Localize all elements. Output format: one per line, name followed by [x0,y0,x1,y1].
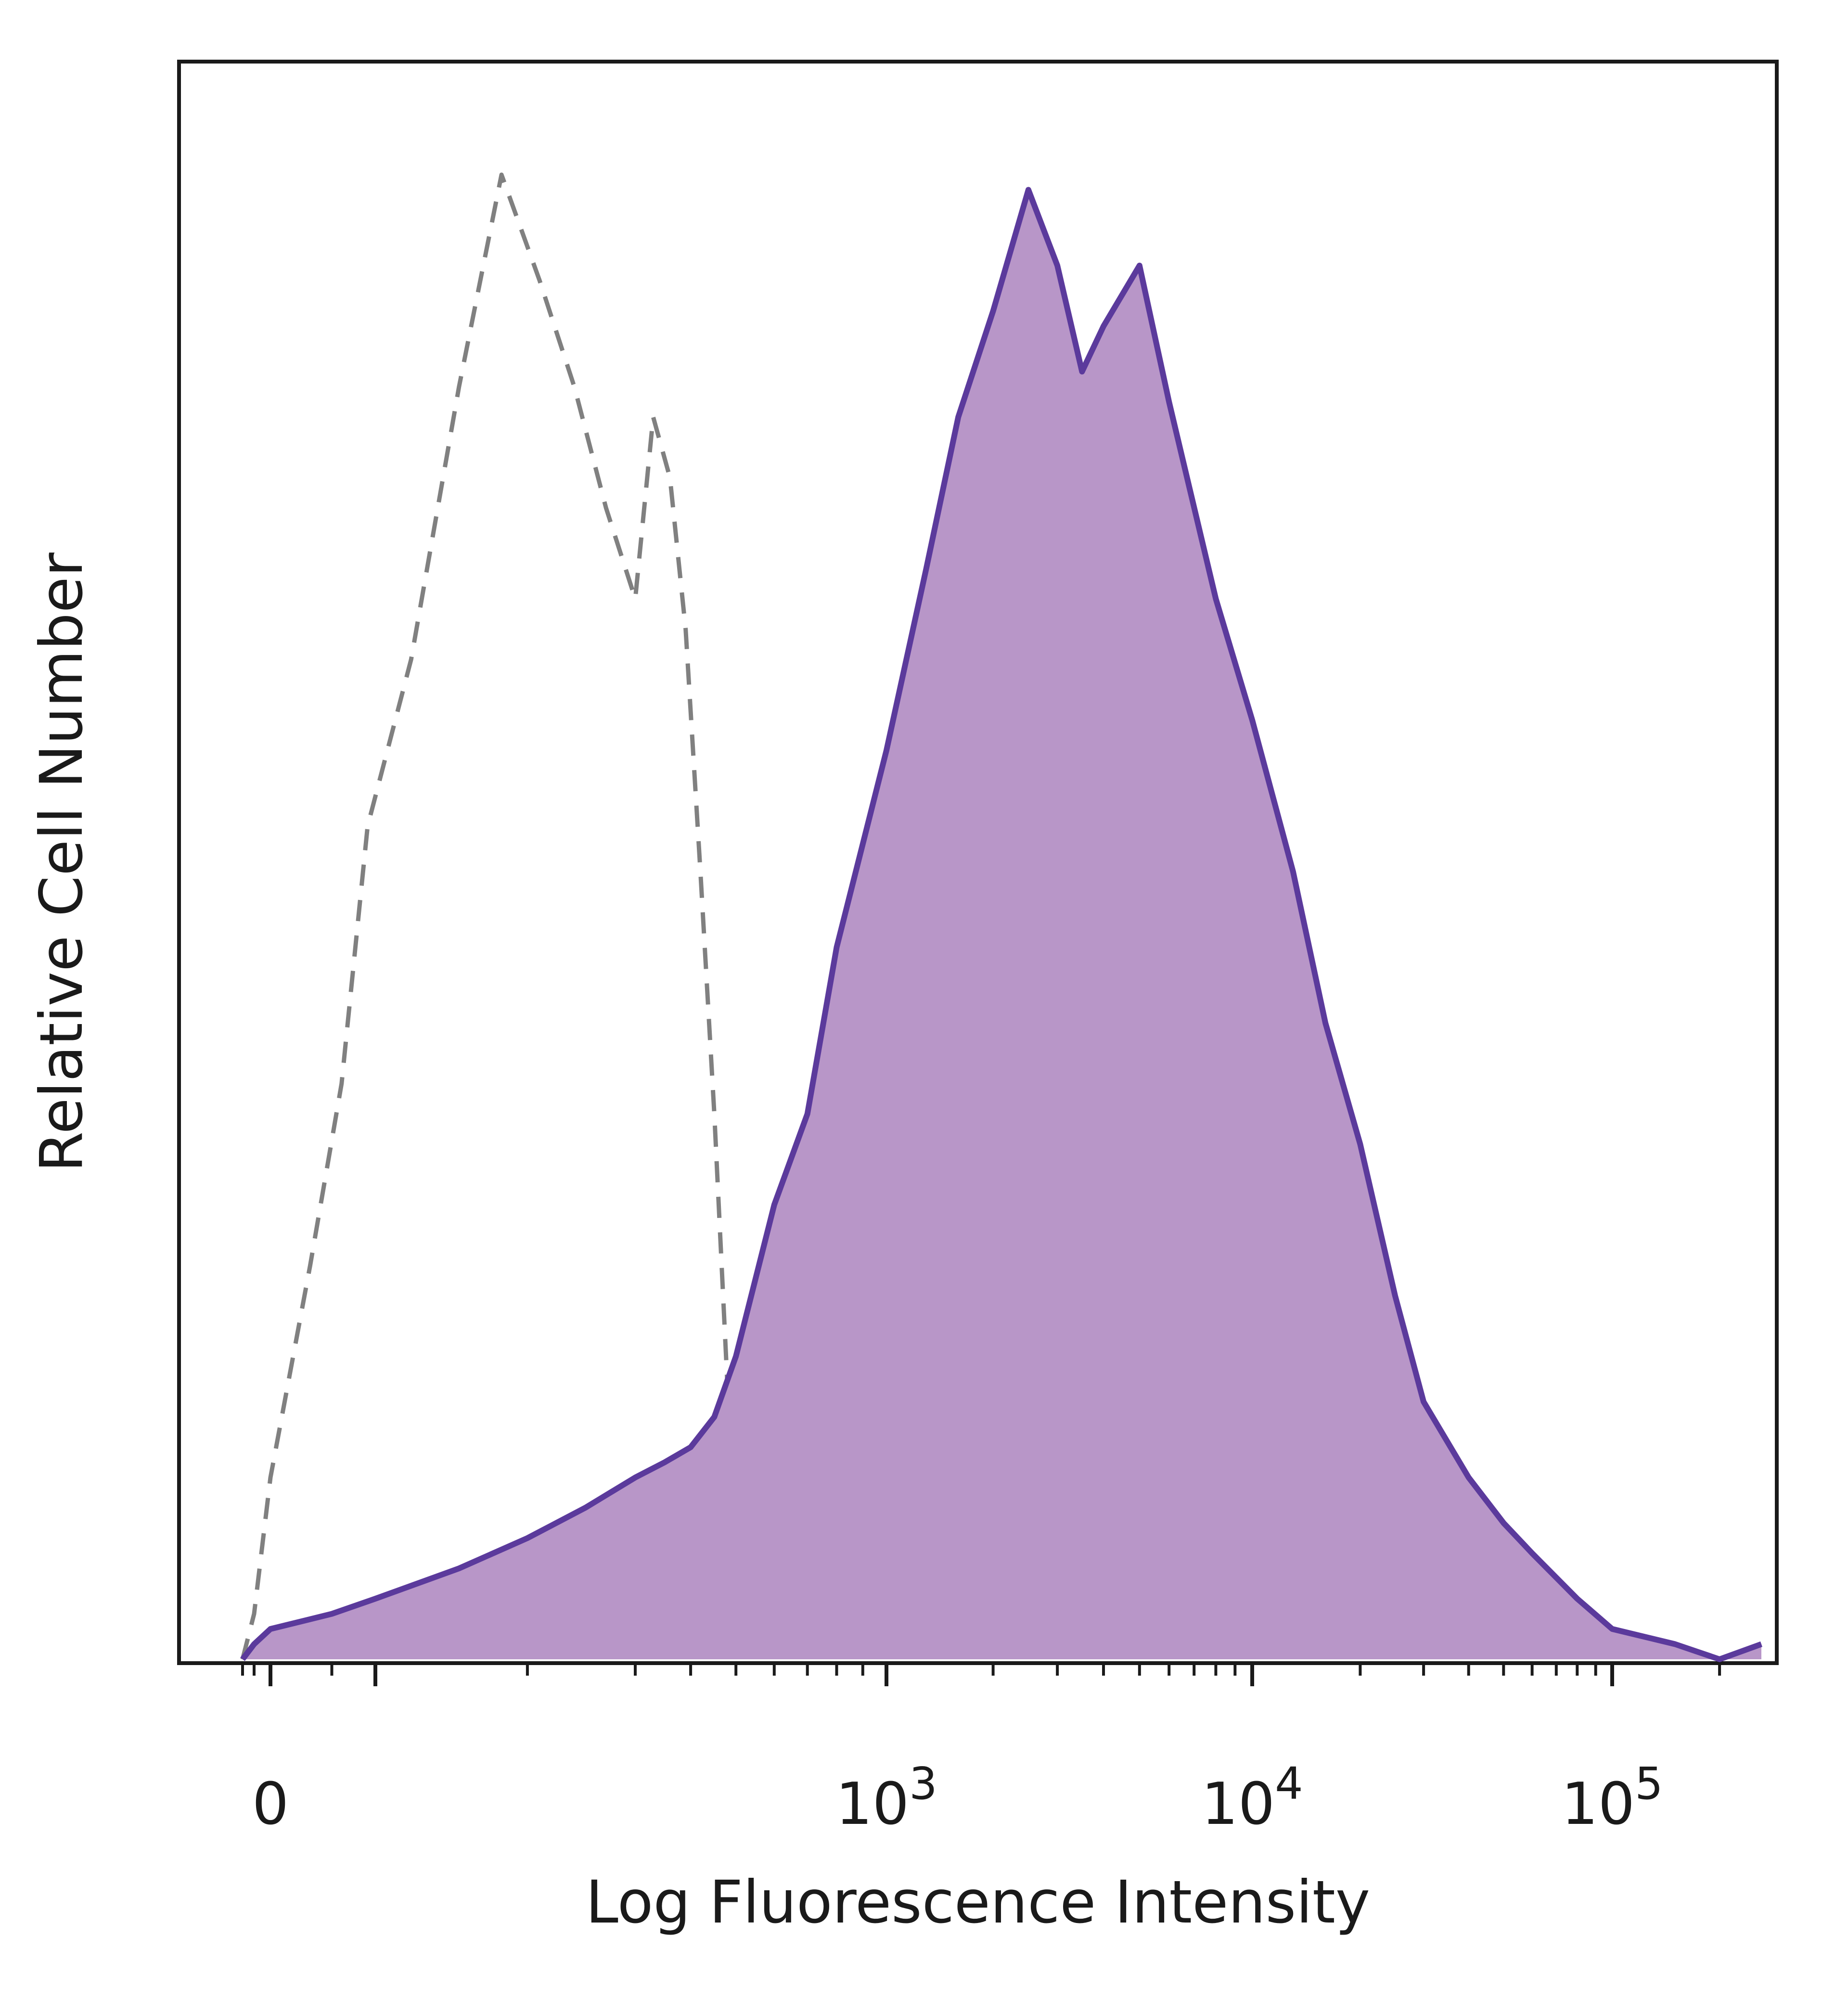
stained-histogram-fill [243,190,1761,1660]
x-tick-label-exponent: 5 [1635,1758,1663,1809]
x-tick-label-base: 10 [1561,1771,1635,1838]
control-histogram-line [240,172,743,1660]
x-tick-label-base: 10 [1201,1771,1275,1838]
x-tick-label: 104 [1201,1758,1303,1838]
x-tick-label-exponent: 3 [909,1758,937,1809]
y-axis-title: Relative Cell Number [27,552,96,1172]
x-tick-label: 103 [835,1758,937,1838]
x-tick-label-base: 10 [835,1771,909,1838]
series-layer [240,172,1763,1662]
stained-histogram-line [240,187,1763,1662]
x-axis-title: Log Fluorescence Intensity [586,1868,1370,1936]
x-tick-label: 0 [252,1771,289,1838]
x-tick-labels: 0 103 104 105 [252,1758,1663,1838]
plot-frame [177,60,1779,1665]
x-tick-label: 105 [1561,1758,1663,1838]
x-tick-label-base: 0 [252,1771,289,1838]
x-tick-label-exponent: 4 [1275,1758,1303,1809]
x-ticks [241,1663,1721,1686]
